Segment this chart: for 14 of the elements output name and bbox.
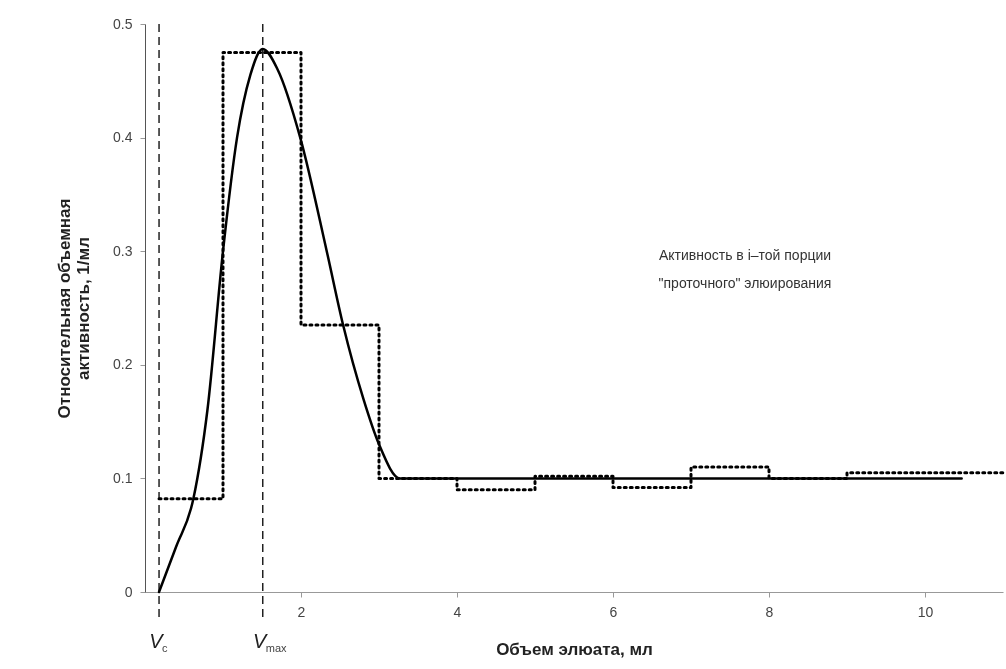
y-tick-label: 0.2: [113, 356, 133, 373]
annotation: Активность в i–той порции "проточного" элюирования: [658, 247, 832, 291]
x-tick-label: 10: [917, 603, 934, 620]
x-tick-label: 4: [453, 603, 462, 620]
x-tick-label: 2: [297, 603, 306, 620]
x-tick-label: 6: [609, 603, 618, 620]
y-tick-label: 0.4: [113, 129, 133, 146]
y-tick-label: 0: [124, 583, 133, 600]
x-tick-label: 8: [765, 603, 774, 620]
y-tick-label: 0.3: [113, 242, 133, 259]
y-tick-label: 0.5: [113, 15, 133, 32]
y-axis-title: Относительная объемная активность, 1/мл: [55, 198, 94, 419]
x-axis-title: Объем элюата, мл: [496, 639, 653, 659]
y-tick-label: 0.1: [113, 469, 133, 486]
